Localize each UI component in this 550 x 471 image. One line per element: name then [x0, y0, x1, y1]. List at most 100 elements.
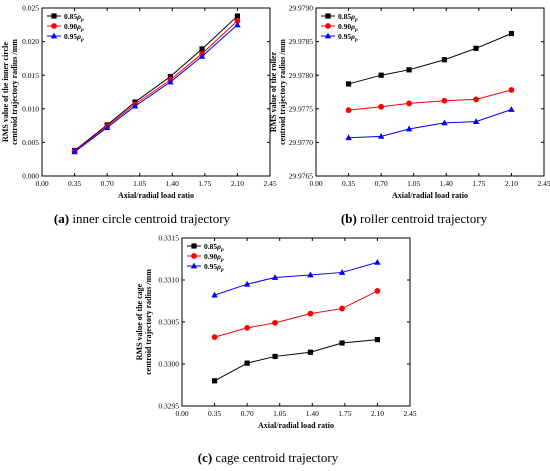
- y-axis-label-line: centroid trajectory radius /mm: [144, 269, 153, 375]
- data-point: [307, 310, 314, 317]
- legend-rho-subscript: p: [80, 37, 84, 43]
- data-point: [441, 57, 448, 63]
- legend-marker: [191, 253, 197, 259]
- y-tick-label: 0.3300: [158, 360, 179, 369]
- data-point: [472, 118, 480, 124]
- legend-rho-subscript: p: [80, 27, 84, 33]
- data-point: [508, 30, 515, 37]
- chart-caption: (c) cage centroid trajectory: [198, 450, 339, 465]
- legend-rho: ρ: [350, 32, 355, 41]
- data-point: [405, 125, 413, 132]
- data-point: [441, 119, 448, 126]
- x-tick-label: 0.00: [175, 409, 188, 418]
- legend-value: 0.90: [338, 22, 351, 31]
- series-line: [214, 290, 378, 338]
- legend-marker: [51, 23, 57, 29]
- y-tick-label: 0.005: [22, 138, 39, 147]
- y-tick-label: 29.9790: [289, 4, 314, 13]
- y-tick-label: 0.3315: [158, 234, 179, 243]
- legend-marker: [51, 13, 57, 19]
- legend-marker: [325, 13, 331, 19]
- series-0.90: [211, 288, 381, 341]
- data-point: [167, 78, 174, 85]
- y-tick-label: 29.9775: [289, 104, 314, 113]
- series-line: [348, 89, 512, 111]
- chart-caption: (a) inner circle centroid trajectory: [54, 211, 231, 226]
- x-tick-label: 0.35: [208, 409, 221, 418]
- x-axis-label: Axial/radial load ratio: [118, 191, 194, 200]
- x-tick-label: 1.40: [440, 179, 453, 188]
- series-0.90: [345, 87, 515, 114]
- x-axis-label: Axial/radial load ratio: [258, 421, 334, 430]
- series-0.95: [345, 106, 515, 141]
- legend-rho: ρ: [216, 252, 221, 261]
- legend-rho-subscript: p: [220, 257, 224, 263]
- series-line: [348, 108, 512, 139]
- y-tick-label: 29.9785: [289, 37, 314, 46]
- legend-value: 0.90: [64, 22, 77, 31]
- data-point: [234, 17, 241, 24]
- data-point: [473, 45, 479, 51]
- x-tick-label: 1.05: [133, 179, 146, 188]
- legend-rho-subscript: p: [354, 17, 358, 23]
- data-point: [211, 291, 218, 298]
- legend-entry: 0.95ρp: [64, 32, 84, 43]
- series-line: [74, 24, 238, 153]
- data-point: [244, 324, 251, 331]
- legend-marker: [50, 32, 58, 39]
- series-0.85: [345, 30, 515, 87]
- legend-marker: [190, 262, 198, 269]
- data-point: [339, 305, 345, 312]
- legend-rho: ρ: [350, 22, 355, 31]
- legend-entry: 0.85ρp: [204, 242, 224, 253]
- series-0.95: [211, 258, 381, 298]
- x-tick-label: 2.45: [403, 409, 416, 418]
- chart-c: 0.00 0.35 0.70 1.05 1.40 1.75 2.10 2.45 0.3295 0.…: [135, 234, 417, 465]
- legend-value: 0.95: [64, 32, 77, 41]
- y-axis-label-line: RMS value of the inner circle: [1, 42, 10, 142]
- legend-rho-subscript: p: [354, 27, 358, 33]
- y-tick-label: 0.025: [22, 4, 39, 13]
- legend-rho-subscript: p: [220, 247, 224, 253]
- legend-marker: [324, 32, 332, 39]
- legend-value: 0.85: [338, 12, 351, 21]
- data-point: [374, 337, 381, 343]
- series-line: [74, 20, 238, 152]
- legend-rho-subscript: p: [354, 37, 358, 43]
- x-axis-label: Axial/radial load ratio: [392, 191, 468, 200]
- legend-value: 0.90: [204, 252, 217, 261]
- legend-marker: [325, 23, 331, 29]
- data-point: [199, 46, 205, 52]
- y-axis-label-line: centroid trajectory radius /mm: [10, 39, 19, 145]
- legend-entry: 0.95ρp: [204, 262, 224, 273]
- data-point: [339, 340, 345, 346]
- data-point: [508, 106, 515, 112]
- data-point: [272, 319, 278, 326]
- x-tick-label: 1.75: [198, 179, 211, 188]
- y-tick-label: 0.000: [22, 172, 39, 181]
- x-tick-label: 2.45: [263, 179, 276, 188]
- data-point: [307, 349, 314, 355]
- series-0.90: [71, 17, 241, 155]
- series-line: [348, 33, 512, 85]
- data-point: [374, 288, 381, 294]
- caption-letter: (a): [54, 211, 69, 226]
- x-tick-label: 0.00: [35, 179, 48, 188]
- legend-rho: ρ: [76, 22, 81, 31]
- chart-a: 0.00 0.35 0.70 1.05 1.40 1.75 2.10 2.45 0.000 0.0…: [1, 4, 277, 226]
- legend-entry: 0.90ρp: [338, 22, 358, 33]
- data-point: [508, 87, 515, 93]
- data-point: [378, 103, 385, 110]
- legend-rho-subscript: p: [220, 267, 224, 273]
- data-point: [167, 73, 174, 80]
- y-tick-label: 29.9780: [289, 71, 314, 80]
- y-axis-label: RMS value of the roller centroid trajecto…: [269, 39, 287, 145]
- legend-value: 0.85: [204, 242, 217, 251]
- data-point: [377, 132, 385, 139]
- legend-rho: ρ: [76, 32, 81, 41]
- series-line: [214, 261, 378, 296]
- x-tick-label: 1.05: [273, 409, 286, 418]
